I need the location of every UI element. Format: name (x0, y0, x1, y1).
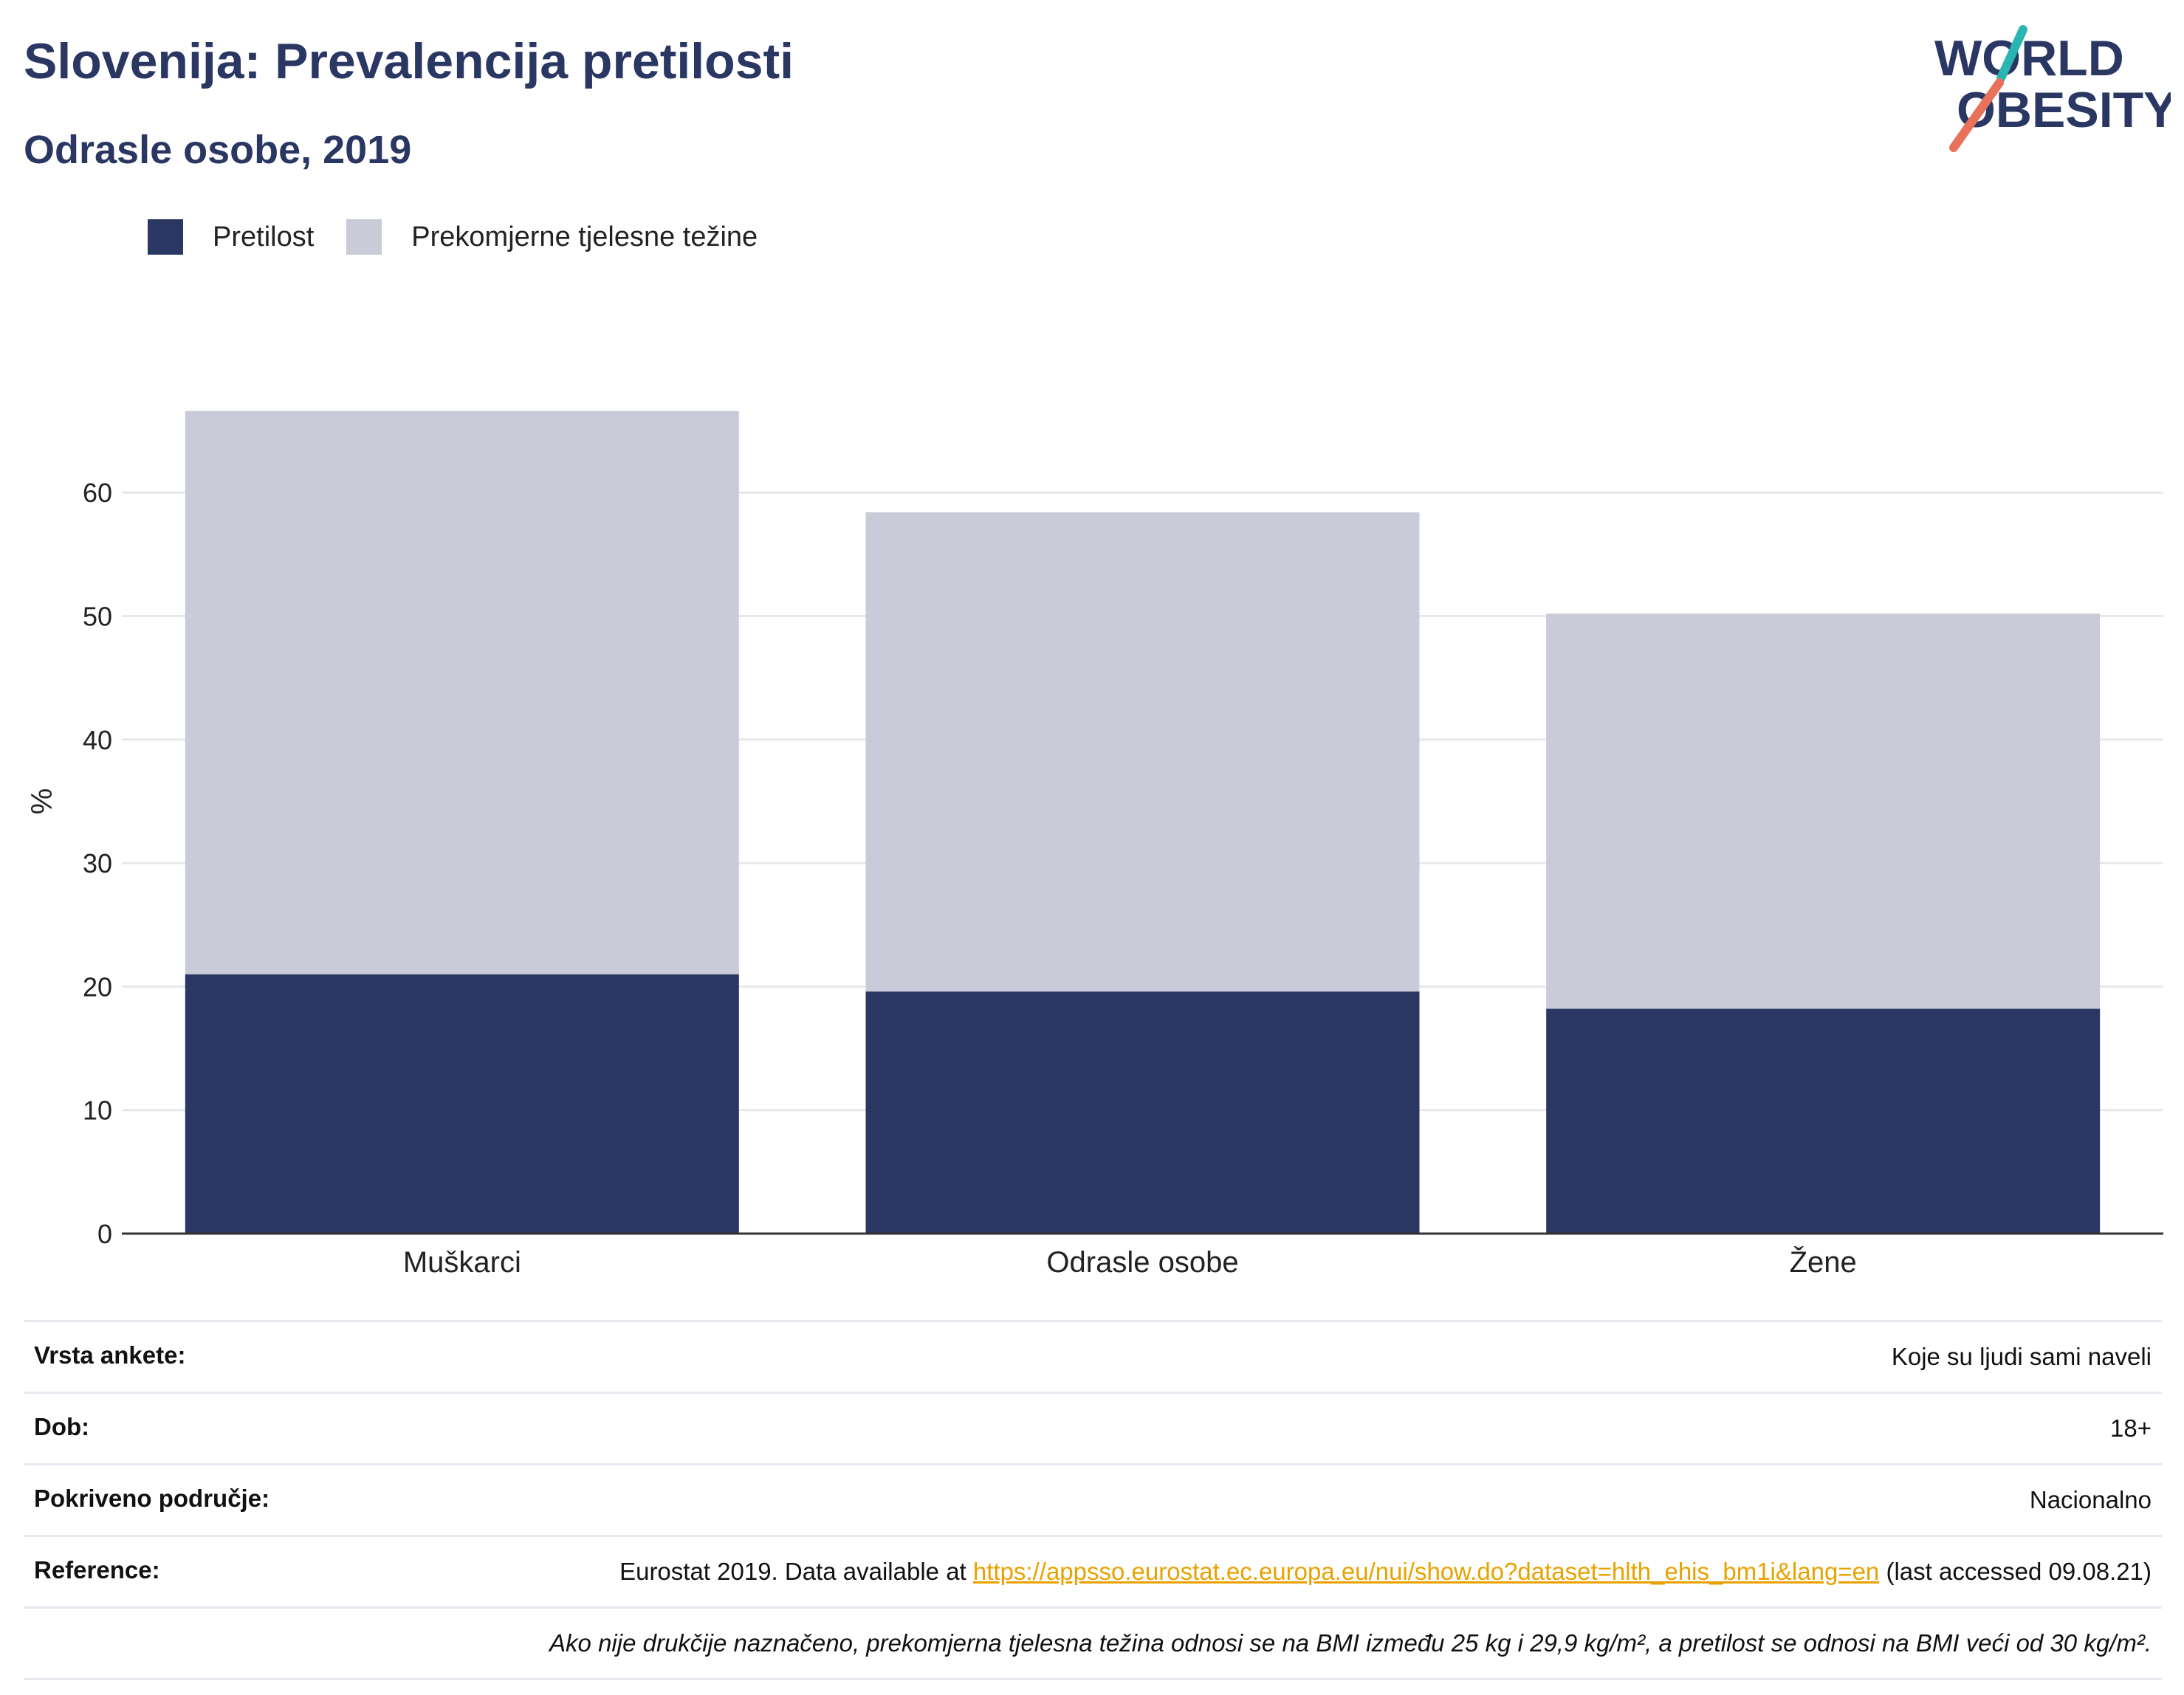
logo-word-1: WORLD (1934, 30, 2124, 86)
info-table: Vrsta ankete: Koje su ljudi sami naveli … (24, 1320, 2162, 1680)
chart-title: Slovenija: Prevalencija pretilosti (24, 33, 794, 89)
y-tick-label: 20 (83, 972, 112, 1002)
info-value: 18+ (2110, 1414, 2152, 1442)
info-key: Reference: (34, 1556, 160, 1584)
x-tick-label: Žene (1790, 1245, 1857, 1279)
bmi-note: Ako nije drukčije naznačeno, prekomjerna… (549, 1629, 2152, 1657)
bar-overweight-0 (185, 410, 739, 974)
y-tick-label: 60 (83, 478, 112, 508)
info-row-survey: Vrsta ankete: Koje su ljudi sami naveli (24, 1320, 2162, 1392)
logo-slash-teal (1996, 25, 2027, 83)
reference-suffix: (last accessed 09.08.21) (1879, 1558, 2152, 1585)
info-value: Koje su ljudi sami naveli (1891, 1343, 2152, 1370)
reference-prefix: Eurostat 2019. Data available at (619, 1558, 973, 1585)
legend-swatch-obesity (148, 219, 183, 255)
info-key: Vrsta ankete: (34, 1341, 186, 1369)
bar-obesity-2 (1546, 1008, 2101, 1234)
info-row-age: Dob: 18+ (24, 1392, 2162, 1463)
chart-legend: Pretilost Prekomjerne tjelesne težine (148, 219, 790, 255)
info-row-reference: Reference: Eurostat 2019. Data available… (24, 1535, 2162, 1606)
reference-link[interactable]: https://appsso.eurostat.ec.europa.eu/nui… (972, 1558, 1880, 1585)
legend-item-obesity[interactable]: Pretilost (148, 219, 314, 255)
legend-swatch-overweight (346, 219, 382, 255)
reference-text: Eurostat 2019. Data available at https:/… (619, 1556, 2152, 1587)
bar-overweight-1 (865, 512, 1420, 992)
bar-obesity-1 (865, 991, 1420, 1234)
info-key: Pokriveno područje: (34, 1485, 270, 1512)
info-key: Dob: (34, 1413, 90, 1440)
info-row-note: Ako nije drukčije naznačeno, prekomjerna… (24, 1606, 2162, 1680)
y-tick-label: 50 (83, 602, 112, 632)
legend-label-obesity: Pretilost (213, 221, 315, 252)
y-tick-label: 40 (83, 725, 112, 755)
legend-item-overweight[interactable]: Prekomjerne tjelesne težine (346, 219, 758, 255)
y-axis-label: % (26, 788, 58, 815)
info-row-coverage: Pokriveno područje: Nacionalno (24, 1463, 2162, 1535)
y-tick-label: 0 (97, 1219, 112, 1249)
logo-slash-coral (1949, 78, 2004, 152)
x-tick-label: Odrasle osobe (1046, 1246, 1238, 1279)
chart-subtitle: Odrasle osobe, 2019 (24, 128, 412, 172)
info-value: Nacionalno (2029, 1486, 2152, 1513)
world-obesity-logo: WORLD OBESITY (1934, 25, 2171, 152)
y-tick-label: 10 (83, 1096, 112, 1126)
legend-label-overweight: Prekomjerne tjelesne težine (411, 221, 758, 252)
y-tick-label: 30 (83, 848, 112, 879)
bar-overweight-2 (1546, 613, 2101, 1009)
x-tick-label: Muškarci (403, 1246, 521, 1279)
bar-obesity-0 (185, 974, 739, 1234)
stacked-bar-chart: 0 10 20 30 40 50 60% Muškarci Odrasle osobe Žene (26, 410, 2163, 1279)
